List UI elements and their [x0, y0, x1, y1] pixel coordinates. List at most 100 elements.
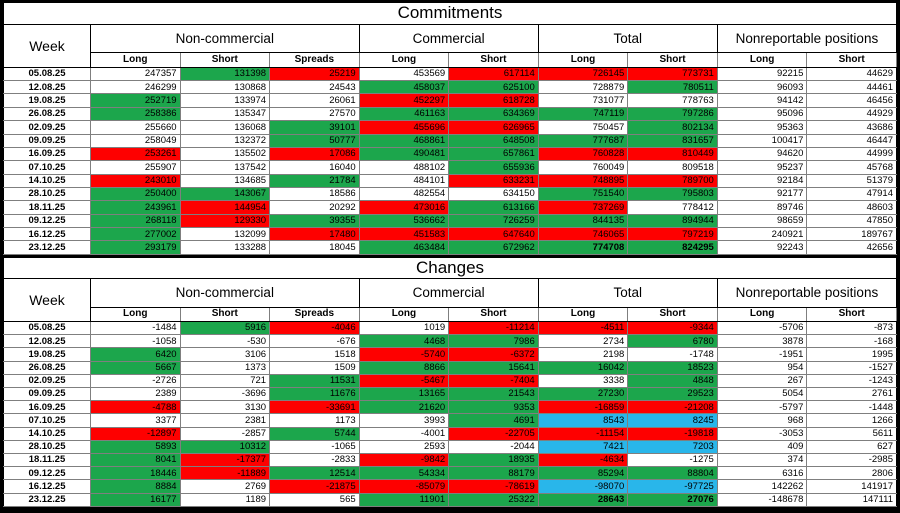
value-cell: 617114: [448, 66, 539, 82]
value-cell: 1509: [269, 360, 360, 375]
table-row: 09.09.25 2389 -3696 11676 13165 21543 27230 295…: [3, 387, 897, 402]
value-cell: 6316: [716, 466, 808, 481]
week-cell: 14.10.25: [3, 426, 91, 441]
col-header-long: Long: [358, 306, 450, 323]
value-cell: 133288: [179, 240, 271, 255]
value-cell: 8245: [627, 413, 718, 428]
value-cell: -2985: [806, 453, 897, 468]
value-cell: 3993: [358, 413, 450, 428]
value-cell: -4001: [358, 426, 450, 441]
table-row: 18.11.25 243961 144954 20292 473016 613166 737…: [3, 200, 897, 215]
value-cell: 27076: [627, 492, 718, 508]
value-cell: 797219: [627, 227, 718, 242]
value-cell: 18935: [448, 453, 539, 468]
value-cell: 5744: [269, 426, 360, 441]
table-row: 26.08.25 258386 135347 27570 461163 634369 747…: [3, 106, 897, 122]
value-cell: 135502: [179, 146, 271, 162]
value-cell: 240921: [716, 227, 808, 242]
value-cell: 95363: [716, 120, 808, 135]
value-cell: 11676: [269, 387, 360, 402]
table-row: 16.12.25 277002 132099 17480 451583 647640 746…: [3, 227, 897, 242]
value-cell: 4848: [627, 373, 718, 389]
value-cell: 25219: [269, 66, 360, 82]
value-cell: 810449: [627, 146, 718, 162]
value-cell: 246299: [90, 80, 181, 95]
value-cell: 488102: [358, 160, 450, 175]
value-cell: 647640: [448, 227, 539, 242]
group-header-commercial: Commercial: [358, 278, 539, 308]
value-cell: 39355: [269, 213, 360, 229]
value-cell: 11531: [269, 373, 360, 389]
value-cell: 255660: [90, 120, 181, 135]
col-header-short: Short: [627, 52, 718, 68]
value-cell: 39101: [269, 120, 360, 135]
value-cell: 44929: [806, 106, 897, 122]
value-cell: 484101: [358, 173, 450, 189]
value-cell: 5054: [716, 387, 808, 402]
table-row: 14.10.25 243010 134685 21784 484101 633231 748…: [3, 173, 897, 189]
value-cell: 5916: [179, 321, 271, 336]
value-cell: -168: [806, 334, 897, 349]
value-cell: 634150: [448, 186, 539, 202]
value-cell: 3106: [179, 347, 271, 362]
value-cell: 51379: [806, 173, 897, 189]
value-cell: -2044: [448, 439, 539, 455]
value-cell: 468861: [358, 133, 450, 148]
value-cell: -12897: [90, 426, 181, 441]
value-cell: -1748: [627, 347, 718, 362]
value-cell: 4691: [448, 413, 539, 428]
value-cell: 627: [806, 439, 897, 455]
group-header-total: Total: [537, 278, 718, 308]
value-cell: 5667: [90, 360, 181, 375]
value-cell: 12514: [269, 466, 360, 481]
value-cell: 258386: [90, 106, 181, 122]
col-header-long: Long: [716, 306, 808, 323]
value-cell: 18045: [269, 240, 360, 255]
value-cell: -98070: [537, 479, 629, 494]
value-cell: -1275: [627, 453, 718, 468]
table-row: 02.09.25 255660 136068 39101 455696 626965 750…: [3, 120, 897, 135]
value-cell: 4468: [358, 334, 450, 349]
value-cell: 29523: [627, 387, 718, 402]
value-cell: 130868: [179, 80, 271, 95]
week-cell: 07.10.25: [3, 160, 91, 175]
week-cell: 09.12.25: [3, 213, 91, 229]
value-cell: 747119: [537, 106, 629, 122]
week-cell: 05.08.25: [3, 321, 91, 336]
value-cell: 1266: [806, 413, 897, 428]
week-cell: 28.10.25: [3, 439, 91, 455]
col-header-long: Long: [537, 306, 629, 323]
value-cell: 748895: [537, 173, 629, 189]
value-cell: 7986: [448, 334, 539, 349]
value-cell: 54334: [358, 466, 450, 481]
week-cell: 19.08.25: [3, 93, 91, 108]
value-cell: 94620: [716, 146, 808, 162]
value-cell: -6372: [448, 347, 539, 362]
section-title: Commitments: [3, 3, 897, 25]
value-cell: 9353: [448, 400, 539, 415]
value-cell: 48603: [806, 200, 897, 215]
week-cell: 14.10.25: [3, 173, 91, 189]
table-row: 02.09.25 -2726 721 11531 -5467 -7404 3338 4848 2…: [3, 373, 897, 389]
value-cell: 451583: [358, 227, 450, 242]
value-cell: -22705: [448, 426, 539, 441]
value-cell: 490481: [358, 146, 450, 162]
value-cell: 1019: [358, 321, 450, 336]
value-cell: -97725: [627, 479, 718, 494]
value-cell: -4511: [537, 321, 629, 336]
table-row: 09.12.25 268118 129330 39355 536662 726259 844…: [3, 213, 897, 229]
week-header: Week: [3, 23, 91, 68]
value-cell: 3130: [179, 400, 271, 415]
value-cell: 243961: [90, 200, 181, 215]
value-cell: 147111: [806, 492, 897, 508]
value-cell: 92215: [716, 66, 808, 82]
value-cell: 461163: [358, 106, 450, 122]
week-cell: 26.08.25: [3, 360, 91, 375]
value-cell: -1448: [806, 400, 897, 415]
value-cell: 778763: [627, 93, 718, 108]
value-cell: 268118: [90, 213, 181, 229]
table-row: 07.10.25 3377 2381 1173 3993 4691 8543 8245 968 1…: [3, 413, 897, 428]
table-row: 12.08.25 246299 130868 24543 458037 625100 728…: [3, 80, 897, 95]
week-cell: 18.11.25: [3, 453, 91, 468]
